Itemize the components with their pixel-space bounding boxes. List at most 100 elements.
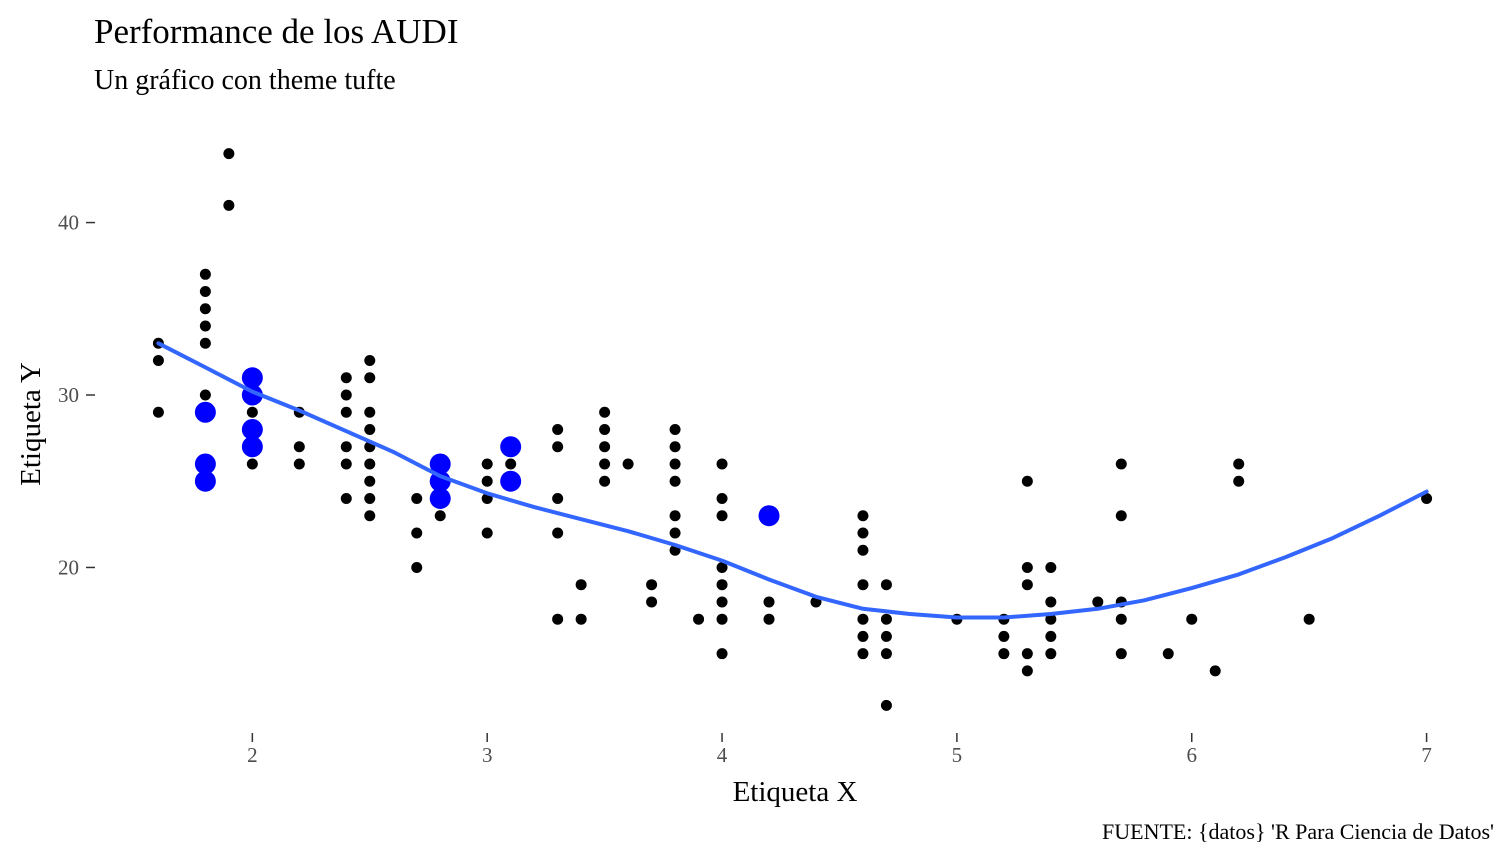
data-point (152, 406, 164, 418)
data-point (481, 527, 493, 539)
data-point (364, 475, 376, 487)
data-point (1092, 596, 1104, 608)
chart-subtitle: Un gráfico con theme tufte (94, 65, 396, 96)
data-point (763, 613, 775, 625)
data-point (340, 492, 352, 504)
data-point (223, 148, 235, 160)
data-point (1115, 613, 1127, 625)
smooth-layer (156, 341, 1429, 620)
data-point (716, 613, 728, 625)
data-point (716, 492, 728, 504)
data-point (481, 475, 493, 487)
x-tick-label: 2 (247, 743, 258, 767)
y-tick-label: 30 (58, 383, 79, 407)
data-point (364, 355, 376, 367)
data-point (716, 561, 728, 573)
highlight-point (429, 487, 451, 509)
data-point (880, 699, 892, 711)
data-point (880, 613, 892, 625)
data-point (857, 648, 869, 660)
data-point (1162, 648, 1174, 660)
highlight-point (500, 436, 522, 458)
data-point (364, 458, 376, 470)
data-point (599, 424, 611, 435)
data-point (599, 458, 611, 470)
data-point (364, 406, 376, 418)
data-point (716, 648, 728, 660)
data-point (364, 372, 376, 384)
x-tick-label: 7 (1421, 743, 1432, 767)
highlight-point (758, 505, 780, 527)
data-point (716, 596, 728, 608)
data-point (998, 630, 1010, 642)
data-point (340, 406, 352, 418)
highlight-point (194, 453, 216, 475)
data-point (199, 286, 211, 298)
data-point (599, 475, 611, 487)
data-point (1045, 596, 1057, 608)
y-tick-label: 20 (58, 555, 79, 579)
data-point (246, 458, 258, 470)
x-tick-label: 5 (952, 743, 963, 767)
data-point (293, 441, 305, 453)
data-point (1045, 613, 1057, 625)
data-point (434, 510, 446, 522)
points-layer (152, 148, 1433, 711)
data-point (575, 613, 587, 625)
highlight-point (241, 436, 263, 458)
data-point (411, 492, 423, 504)
highlight-point (429, 453, 451, 475)
x-tick-label: 6 (1186, 743, 1197, 767)
data-point (552, 527, 564, 539)
highlight-point (194, 401, 216, 423)
x-axis-title: Etiqueta X (733, 776, 858, 808)
data-point (552, 441, 564, 453)
data-point (646, 579, 658, 591)
data-point (1303, 613, 1315, 625)
data-point (763, 596, 775, 608)
data-point (340, 372, 352, 384)
y-axis: 20 30 40 (58, 211, 95, 579)
data-point (340, 458, 352, 470)
data-point (599, 406, 611, 418)
data-point (199, 303, 211, 315)
data-point (1115, 458, 1127, 470)
data-point (669, 458, 681, 470)
highlight-point (194, 470, 216, 492)
data-point (1115, 648, 1127, 660)
data-point (857, 544, 869, 556)
data-point (575, 579, 587, 591)
data-point (505, 458, 517, 470)
smooth-line (156, 341, 1429, 620)
data-point (1021, 648, 1033, 660)
data-point (1045, 630, 1057, 642)
x-tick-label: 3 (482, 743, 493, 767)
data-point (199, 389, 211, 401)
data-point (364, 492, 376, 504)
data-point (716, 510, 728, 522)
x-axis: 2 3 4 5 6 7 (247, 733, 1432, 767)
data-point (1209, 665, 1221, 677)
data-point (1421, 492, 1433, 504)
data-point (669, 475, 681, 487)
data-point (998, 648, 1010, 660)
data-point (880, 648, 892, 660)
data-point (223, 199, 235, 211)
highlight-layer (194, 367, 780, 527)
data-point (1045, 648, 1057, 660)
data-point (716, 458, 728, 470)
y-tick-label: 40 (58, 211, 79, 235)
data-point (693, 613, 705, 625)
data-point (1021, 561, 1033, 573)
data-point (552, 613, 564, 625)
data-point (880, 630, 892, 642)
data-point (152, 355, 164, 367)
data-point (669, 441, 681, 453)
data-point (552, 424, 564, 435)
data-point (857, 613, 869, 625)
data-point (599, 441, 611, 453)
data-point (880, 579, 892, 591)
data-point (669, 527, 681, 539)
chart-caption: FUENTE: {datos} 'R Para Ciencia de Datos… (1102, 819, 1494, 844)
